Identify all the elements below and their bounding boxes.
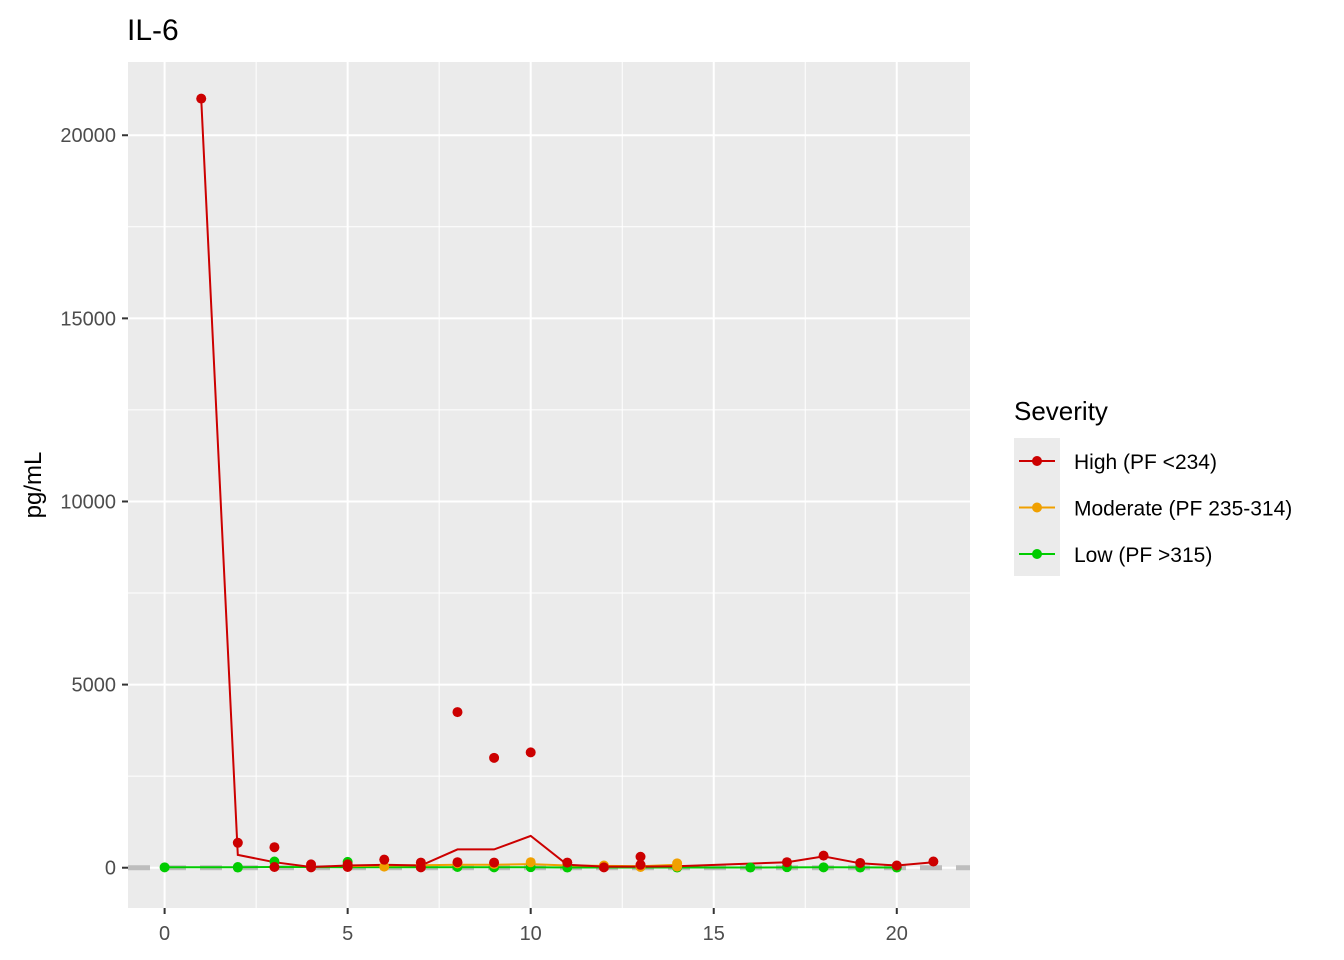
chart-title: IL-6 [127,14,179,47]
data-point [562,857,573,868]
data-point [745,862,756,873]
legend-label: Low (PF >315) [1074,544,1212,567]
x-tick-label: 5 [342,923,353,945]
legend: Severity High (PF <234) Moderate (PF 235-… [1014,396,1292,576]
y-tick-label: 10000 [60,491,116,513]
plot-panel [128,62,970,908]
x-tick-label: 0 [159,923,170,945]
x-tick-label: 15 [703,923,725,945]
data-point [342,861,353,872]
legend-key-point [1032,456,1042,466]
data-point [232,862,243,873]
data-point [452,857,463,868]
y-tick-label: 15000 [60,308,116,330]
legend-key-point [1032,502,1042,513]
data-point [269,842,280,853]
y-axis-label: pg/mL [20,452,47,519]
x-axis: 0 5 10 15 20 [159,908,908,945]
legend-label: Moderate (PF 235-314) [1074,498,1292,521]
data-point [489,752,500,763]
data-point [269,861,280,872]
data-point [525,747,536,758]
x-tick-label: 20 [886,923,908,945]
data-point [379,854,390,865]
data-point [159,862,170,873]
y-tick-label: 0 [105,858,116,880]
data-point [196,93,207,104]
y-axis: 0 5000 10000 15000 20000 [60,125,128,880]
data-point [781,857,792,868]
x-tick-label: 10 [520,923,542,945]
y-tick-label: 5000 [72,675,117,697]
legend-label: High (PF <234) [1074,451,1217,474]
data-point [489,857,500,868]
data-point [415,862,426,873]
data-point [891,860,902,871]
minor-gridlines [128,62,970,908]
data-point [928,856,939,867]
data-point [855,857,866,868]
data-point [635,859,646,870]
data-point [818,850,829,861]
data-point [452,707,463,718]
y-tick-label: 20000 [60,125,116,147]
data-point [379,861,390,872]
data-point [672,861,683,872]
series-points [159,93,939,873]
legend-key-point [1032,549,1042,559]
legend-title: Severity [1014,396,1108,426]
data-point [635,851,646,862]
data-point [598,862,609,873]
data-point [232,837,243,848]
data-point [818,862,829,873]
data-point [306,862,317,873]
data-point [525,857,536,868]
